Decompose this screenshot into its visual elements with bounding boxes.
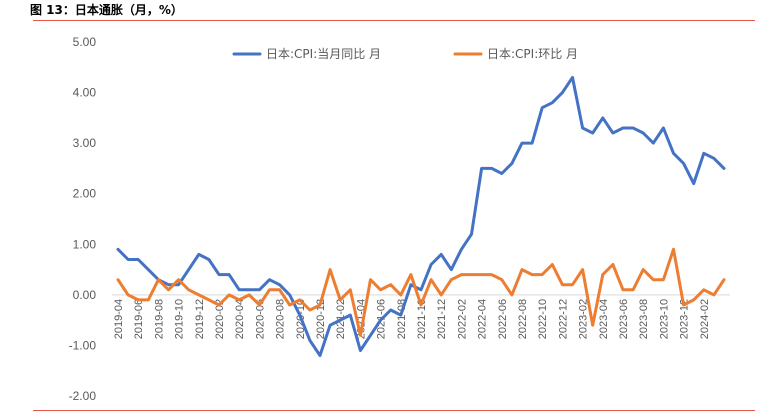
series-lines xyxy=(116,75,726,357)
x-tick-label: 2019-08 xyxy=(153,299,165,339)
y-tick-label: -2.00 xyxy=(69,389,97,403)
x-axis-ticks: 2019-04 2019-06 2019-08 2019-10 2019-12 2020-… xyxy=(113,299,711,339)
x-tick-label: 2019-04 xyxy=(113,299,125,339)
x-tick-label: 2019-10 xyxy=(174,299,186,339)
legend-label: 日本:CPI:当月同比 月 xyxy=(266,47,381,61)
x-tick-label: 2021-10 xyxy=(416,299,428,339)
x-tick-label: 2020-02 xyxy=(214,299,226,339)
x-tick-label: 2021-12 xyxy=(436,299,448,339)
x-tick-label: 2023-10 xyxy=(658,299,670,339)
x-tick-label: 2019-12 xyxy=(194,299,206,339)
x-tick-label: 2023-12 xyxy=(679,299,691,339)
x-tick-label: 2023-04 xyxy=(598,299,610,339)
x-tick-label: 2022-12 xyxy=(557,299,569,339)
x-tick-label: 2021-08 xyxy=(396,299,408,339)
y-tick-label: 2.00 xyxy=(73,187,97,201)
series-line-cpi-yoy xyxy=(116,75,726,357)
x-tick-label: 2024-02 xyxy=(699,299,711,339)
x-tick-label: 2020-06 xyxy=(254,299,266,339)
y-tick-label: 3.00 xyxy=(73,136,97,150)
x-tick-label: 2023-02 xyxy=(578,299,590,339)
x-tick-label: 2019-06 xyxy=(133,299,145,339)
x-tick-label: 2022-10 xyxy=(537,299,549,339)
x-tick-label: 2023-08 xyxy=(638,299,650,339)
series-line-cpi-mom xyxy=(116,247,726,337)
x-tick-label: 2022-08 xyxy=(517,299,529,339)
x-tick-label: 2023-06 xyxy=(618,299,630,339)
y-tick-label: -1.00 xyxy=(69,338,97,352)
legend: 日本:CPI:当月同比 月 日本:CPI:环比 月 xyxy=(232,47,578,61)
y-tick-label: 5.00 xyxy=(73,35,97,49)
x-tick-label: 2022-04 xyxy=(477,299,489,339)
x-tick-label: 2022-02 xyxy=(456,299,468,339)
y-tick-label: 1.00 xyxy=(73,237,97,251)
x-tick-label: 2020-12 xyxy=(315,299,327,339)
x-tick-label: 2022-06 xyxy=(497,299,509,339)
y-tick-label: 0.00 xyxy=(73,288,97,302)
bottom-rule xyxy=(33,410,755,411)
y-axis-ticks: 5.00 4.00 3.00 2.00 1.00 0.00 -1.00 -2.00 xyxy=(69,35,97,403)
figure-title: 图 13：日本通胀（月，%） xyxy=(30,3,183,17)
legend-label: 日本:CPI:环比 月 xyxy=(487,47,578,61)
top-rule xyxy=(33,20,755,21)
y-tick-label: 4.00 xyxy=(73,86,97,100)
x-tick-label: 2020-04 xyxy=(234,299,246,339)
x-tick-label: 2020-08 xyxy=(275,299,287,339)
